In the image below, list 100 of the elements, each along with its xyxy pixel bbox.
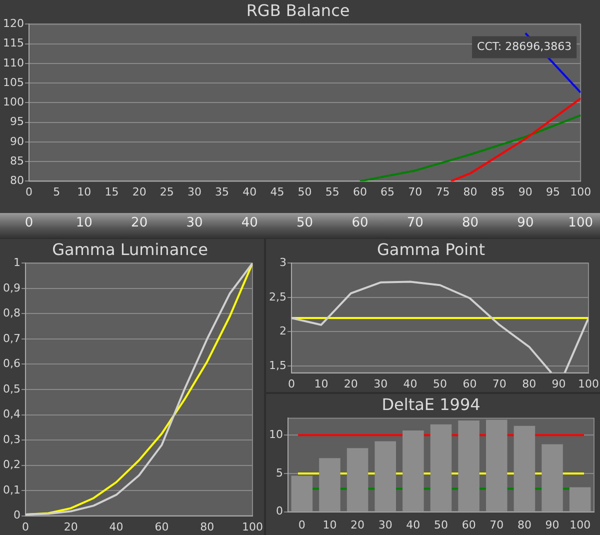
y-tick-label: 105: [2, 76, 24, 89]
x-tick-label: 15: [104, 186, 119, 199]
y-tick-label: 0,9: [2, 281, 20, 294]
y-tick-label: 0,7: [2, 332, 20, 345]
x-tick-label: 45: [270, 186, 284, 199]
x-tick-label: 35: [215, 186, 230, 199]
x-tick-label: 60: [462, 377, 477, 390]
x-tick-label: 60: [462, 518, 476, 532]
x-tick-label: 50: [433, 377, 447, 390]
y-tick-label: 85: [10, 154, 24, 168]
bar: [430, 424, 452, 512]
chart-title: Gamma Luminance: [52, 240, 208, 259]
x-tick-label: 30: [187, 186, 202, 199]
x-tick-label: 20: [64, 520, 78, 534]
x-tick-label: 40: [406, 518, 420, 532]
x-tick-label: 10: [322, 518, 337, 532]
x2-tick-label: 20: [131, 216, 148, 231]
x-tick-label: 100: [242, 520, 263, 534]
x-tick-label: 50: [434, 518, 448, 532]
bar: [542, 444, 563, 512]
x-tick-label: 10: [314, 377, 328, 390]
y-tick-label: 2: [279, 324, 286, 338]
x-tick-label: 90: [552, 377, 566, 390]
x-tick-label: 100: [570, 186, 592, 199]
x2-tick-label: 50: [296, 216, 314, 231]
x-tick-label: 60: [352, 186, 367, 199]
bar: [569, 487, 591, 512]
bar: [402, 430, 424, 512]
x2-tick-label: 0: [24, 216, 34, 231]
x-tick-label: 60: [154, 520, 169, 534]
x-tick-label: 70: [408, 186, 422, 199]
y-tick-label: 0,1: [2, 483, 20, 496]
bar: [514, 426, 536, 512]
chart-title: Gamma Point: [377, 240, 485, 259]
x-tick-label: 85: [490, 186, 505, 199]
y-tick-label: 115: [2, 36, 24, 50]
x-tick-label: 25: [160, 186, 174, 199]
x2-tick-label: 30: [186, 216, 203, 231]
x-tick-label: 30: [378, 518, 392, 532]
x-tick-label: 80: [200, 520, 214, 534]
x-tick-label: 20: [344, 377, 358, 390]
x-tick-label: 50: [298, 186, 312, 199]
x2-tick-label: 60: [352, 216, 368, 231]
x-tick-label: 0: [298, 518, 306, 532]
y-tick-label: 80: [10, 174, 24, 188]
x-tick-label: 95: [546, 186, 560, 199]
chart-title: DeltaE 1994: [382, 394, 480, 414]
chart-title: RGB Balance: [246, 0, 350, 20]
x-tick-label: 70: [490, 518, 504, 532]
y-tick-label: 0,3: [2, 432, 20, 446]
x-tick-label: 80: [463, 186, 478, 199]
x2-tick-label: 90: [517, 216, 534, 231]
y-tick-label: 95: [10, 115, 24, 128]
x-tick-label: 40: [403, 377, 418, 390]
y-tick-label: 0: [276, 504, 283, 518]
x-tick-label: 20: [350, 518, 365, 532]
bar: [374, 441, 396, 512]
y-tick-label: 3: [279, 256, 286, 270]
bar: [458, 420, 480, 512]
y-tick-label: 0,4: [2, 408, 20, 421]
x2-tick-label: 10: [76, 216, 92, 231]
x-tick-label: 55: [325, 186, 340, 199]
y-tick-label: 1,5: [268, 358, 286, 372]
y-tick-label: 0,5: [2, 382, 20, 396]
y-tick-label: 120: [2, 17, 24, 30]
x2-tick-label: 40: [241, 216, 258, 231]
x-tick-label: 70: [492, 377, 506, 390]
x-tick-label: 0: [25, 186, 32, 199]
x-tick-label: 30: [374, 377, 388, 390]
y-tick-label: 5: [276, 466, 283, 480]
x-tick-label: 40: [109, 520, 124, 534]
x-tick-label: 100: [578, 377, 599, 390]
x-tick-label: 5: [53, 186, 60, 199]
x-tick-label: 65: [380, 186, 395, 199]
x-tick-label: 75: [436, 186, 450, 199]
x-tick-label: 90: [545, 518, 560, 532]
y-tick-label: 90: [10, 134, 24, 148]
x-tick-label: 80: [517, 518, 532, 532]
y-tick-label: 0: [13, 508, 20, 522]
x-tick-label: 100: [570, 518, 591, 532]
x2-tick-label: 70: [406, 216, 424, 231]
x-tick-label: 20: [132, 186, 146, 199]
y-tick-label: 10: [268, 428, 283, 441]
y-tick-label: 0,6: [2, 357, 20, 370]
bar: [319, 458, 340, 512]
x-tick-label: 0: [288, 377, 295, 390]
x-tick-label: 40: [242, 186, 257, 199]
y-tick-label: 110: [2, 56, 24, 70]
y-tick-label: 0,2: [2, 458, 20, 472]
y-tick-label: 0,8: [2, 306, 20, 320]
x2-tick-label: 80: [462, 216, 479, 231]
bar: [346, 448, 368, 512]
x-tick-label: 80: [522, 377, 536, 390]
y-tick-label: 100: [2, 96, 24, 109]
x2-tick-label: 100: [568, 216, 594, 231]
annotation: CCT: 28696,3863: [477, 40, 572, 54]
x-tick-label: 90: [518, 186, 532, 199]
y-tick-label: 1: [13, 256, 20, 270]
y-tick-label: 2,5: [268, 290, 286, 304]
x-tick-label: 10: [77, 186, 92, 199]
